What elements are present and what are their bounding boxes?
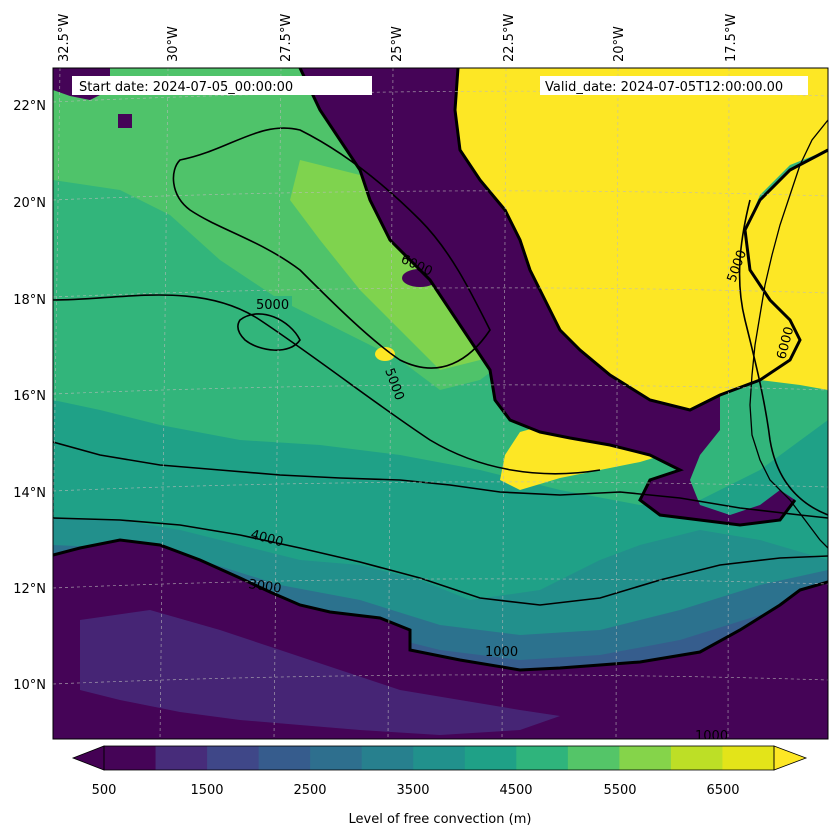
- cbar-tick-3500: 3500: [396, 783, 429, 798]
- field-1000-south: [80, 610, 560, 735]
- lon-label-32-5: 32.5°W: [57, 14, 72, 62]
- lon-label-25: 25°W: [390, 26, 405, 62]
- field-500-band: [300, 68, 795, 525]
- colorbar-segment: [722, 746, 775, 770]
- contour-label-5000-west: 5000: [256, 298, 289, 313]
- colorbar-segment: [361, 746, 414, 770]
- field-patch-3: [118, 114, 132, 128]
- colorbar-left-extension: [71, 745, 105, 771]
- contour-label-3000: 3000: [247, 577, 282, 596]
- lat-label-22: 22°N: [13, 99, 46, 114]
- latitude-labels: 22°N 20°N 18°N 16°N 14°N 12°N 10°N: [13, 99, 46, 693]
- colorbar-right-extension: [773, 745, 808, 771]
- colorbar: 500 1500 2500 3500 4500 5500 6500 Level …: [71, 745, 808, 827]
- lon-label-20: 20°W: [612, 26, 627, 62]
- colorbar-ticks: 500 1500 2500 3500 4500 5500 6500: [92, 783, 740, 798]
- field-7000-main: [455, 68, 828, 410]
- cbar-tick-1500: 1500: [190, 783, 223, 798]
- valid-date-text: Valid_date: 2024-07-05T12:00:00.00: [545, 80, 783, 95]
- colorbar-segment: [619, 746, 672, 770]
- map-frame: [52, 67, 829, 740]
- map-panel: 5000 4000 3000 1000 1000 6000 5000 5000 …: [53, 68, 828, 744]
- colorbar-segment: [670, 746, 723, 770]
- cbar-tick-500: 500: [92, 783, 117, 798]
- cbar-tick-6500: 6500: [706, 783, 739, 798]
- lon-label-22-5: 22.5°W: [502, 14, 517, 62]
- colorbar-segment: [207, 746, 260, 770]
- colorbar-segment: [567, 746, 620, 770]
- lon-label-30: 30°W: [166, 26, 181, 62]
- lat-label-10: 10°N: [13, 678, 46, 693]
- colorbar-segment: [258, 746, 311, 770]
- field-patch-1: [375, 347, 395, 361]
- cbar-tick-2500: 2500: [293, 783, 326, 798]
- contour-label-1000-se: 1000: [695, 729, 728, 744]
- cbar-tick-4500: 4500: [499, 783, 532, 798]
- colorbar-segment: [413, 746, 466, 770]
- colorbar-label: Level of free convection (m): [349, 812, 532, 827]
- colorbar-segment: [310, 746, 363, 770]
- lat-label-16: 16°N: [13, 389, 46, 404]
- colorbar-frame: [103, 745, 775, 771]
- lat-label-18: 18°N: [13, 293, 46, 308]
- colorbar-segment: [516, 746, 569, 770]
- coastline: [749, 119, 828, 549]
- colorbar-segments: [104, 746, 775, 770]
- gridlines: [53, 68, 828, 739]
- lat-label-14: 14°N: [13, 486, 46, 501]
- lon-label-27-5: 27.5°W: [279, 14, 294, 62]
- contour-lines-thick: [53, 68, 828, 672]
- lon-label-17-5: 17.5°W: [724, 14, 739, 62]
- start-date-box: Start date: 2024-07-05_00:00:00: [72, 76, 372, 95]
- cbar-tick-5500: 5500: [603, 783, 636, 798]
- field-6000: [290, 160, 500, 370]
- contour-label-1000-south: 1000: [485, 645, 518, 660]
- longitude-labels: 32.5°W 30°W 27.5°W 25°W 22.5°W 20°W 17.5…: [57, 14, 739, 62]
- field-patch-2: [402, 269, 438, 287]
- lat-label-20: 20°N: [13, 196, 46, 211]
- start-date-text: Start date: 2024-07-05_00:00:00: [79, 80, 293, 95]
- valid-date-box: Valid_date: 2024-07-05T12:00:00.00: [540, 76, 808, 95]
- colorbar-segment: [104, 746, 157, 770]
- contour-lines: [53, 127, 828, 606]
- colorbar-segment: [155, 746, 208, 770]
- colorbar-segment: [464, 746, 517, 770]
- lat-label-12: 12°N: [13, 582, 46, 597]
